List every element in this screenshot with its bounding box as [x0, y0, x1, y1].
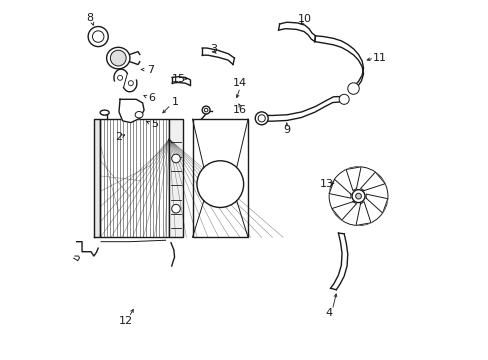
Circle shape [204, 108, 207, 112]
Text: 5: 5 [151, 120, 158, 129]
Text: 7: 7 [147, 64, 154, 75]
Polygon shape [360, 172, 385, 190]
Text: 12: 12 [118, 316, 132, 325]
Ellipse shape [100, 110, 109, 115]
Polygon shape [355, 202, 370, 225]
Circle shape [202, 106, 210, 114]
Circle shape [171, 154, 180, 163]
Circle shape [197, 161, 243, 207]
Ellipse shape [135, 112, 142, 118]
Bar [192, 119, 247, 237]
Bar [100, 119, 169, 237]
Text: 10: 10 [297, 14, 311, 24]
Circle shape [255, 112, 267, 125]
Text: 9: 9 [283, 125, 290, 135]
Polygon shape [366, 194, 387, 213]
Circle shape [110, 50, 126, 66]
Circle shape [339, 94, 348, 104]
Circle shape [128, 81, 133, 86]
Polygon shape [331, 202, 356, 220]
Text: 13: 13 [319, 179, 333, 189]
Text: 4: 4 [325, 309, 332, 318]
Text: 11: 11 [372, 53, 386, 63]
Text: 16: 16 [233, 105, 247, 115]
Circle shape [88, 27, 108, 46]
Circle shape [351, 190, 364, 203]
Text: 15: 15 [172, 74, 186, 84]
Text: 1: 1 [172, 97, 179, 107]
Polygon shape [346, 167, 360, 190]
Circle shape [258, 115, 265, 122]
Polygon shape [119, 99, 144, 123]
Circle shape [171, 204, 180, 213]
Text: 8: 8 [86, 13, 93, 23]
Ellipse shape [106, 47, 130, 69]
Polygon shape [94, 119, 100, 237]
Text: 3: 3 [210, 44, 217, 54]
Text: 6: 6 [147, 93, 154, 103]
Text: 14: 14 [233, 78, 247, 88]
Circle shape [355, 193, 361, 199]
Polygon shape [328, 179, 350, 198]
Bar [169, 119, 183, 237]
Circle shape [347, 83, 359, 94]
Circle shape [92, 31, 104, 42]
Circle shape [117, 75, 122, 80]
Text: 2: 2 [115, 132, 122, 142]
